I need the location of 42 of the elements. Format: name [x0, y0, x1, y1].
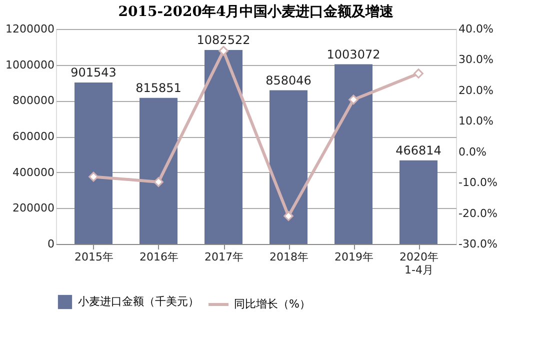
bar — [140, 98, 178, 244]
point — [154, 177, 164, 187]
data-label: 466814 — [396, 143, 442, 158]
y-tick-label: 800000 — [12, 94, 54, 108]
data-label: 1082522 — [196, 33, 250, 48]
y-tick-label: 600000 — [12, 130, 54, 143]
y2-tick-label: 10.0% — [458, 114, 494, 128]
x-tick-label: 2017年 — [204, 250, 244, 264]
point — [414, 68, 424, 78]
bar — [74, 82, 112, 244]
y2-tick-label: -30.0% — [458, 238, 498, 250]
bar — [400, 160, 438, 244]
point — [284, 211, 294, 221]
y2-tick-label: -20.0% — [458, 206, 498, 220]
point — [348, 94, 358, 105]
y-tick-label: 0 — [48, 238, 54, 250]
point — [218, 46, 228, 56]
x-tick-label: 2016年 — [140, 250, 178, 264]
data-label: 1003072 — [326, 47, 380, 62]
legend-label: 同比增长（%） — [234, 298, 310, 310]
data-label: 815851 — [136, 80, 182, 95]
y2-tick-label: 30.0% — [458, 53, 494, 66]
x-tick-label: 2019年 — [334, 250, 374, 264]
y-tick-label: 200000 — [12, 202, 54, 215]
data-label: 901543 — [70, 65, 116, 80]
y2-tick-label: -10.0% — [458, 176, 498, 190]
bar — [204, 50, 242, 244]
y-tick-label: 1000000 — [6, 58, 54, 72]
point — [88, 172, 98, 182]
bar — [334, 64, 372, 244]
bar — [270, 90, 308, 244]
x-tick-label: 2015年 — [74, 250, 114, 264]
y2-tick-label: 40.0% — [458, 22, 494, 36]
y-tick-label: 1200000 — [6, 22, 54, 36]
x-tick-label: 2018年 — [270, 250, 308, 264]
y2-tick-label: 20.0% — [458, 84, 494, 97]
legend-label: 小麦进口金额（千美元） — [78, 295, 199, 308]
data-label: 858046 — [266, 73, 312, 88]
y-tick-label: 400000 — [12, 166, 54, 179]
chart-title: 2015-2020年4月中国小麦进口金额及增速 — [118, 3, 395, 20]
y2-tick-label: 0.0% — [458, 145, 486, 158]
x-tick-label: 2020年 1-4月 — [400, 250, 438, 276]
